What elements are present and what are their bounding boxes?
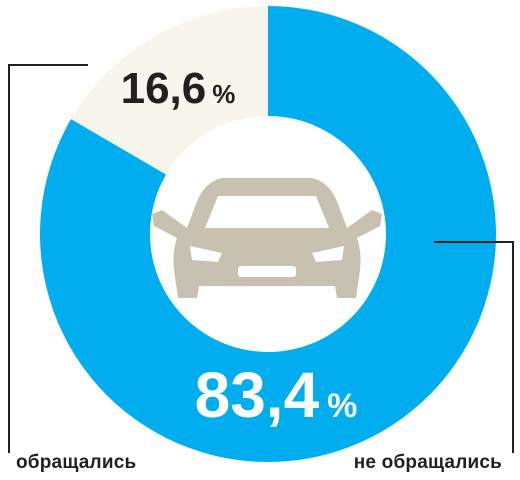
- legend-label-ne-obrashchalis: не обращались: [353, 452, 502, 473]
- car-headlight-right: [312, 246, 344, 262]
- car-body: [152, 178, 382, 298]
- value-number-small: 16,6: [121, 64, 207, 113]
- donut-slices: [40, 6, 497, 463]
- leader-line-right: [434, 241, 514, 453]
- value-unit-small: %: [212, 79, 235, 109]
- donut-slice-ne-obrashchalis: [40, 6, 497, 463]
- donut-slice-obrashchalis: [71, 6, 269, 175]
- car-headlight-left: [190, 246, 222, 262]
- value-number-big: 83,4: [195, 359, 320, 431]
- leader-line-left: [8, 64, 88, 453]
- value-label-obrashchalis: 16,6%: [121, 64, 236, 113]
- car-grille: [238, 266, 296, 277]
- value-label-ne-obrashchalis: 83,4%: [195, 359, 358, 431]
- car-windshield: [205, 196, 329, 228]
- car-front-icon: [152, 178, 382, 298]
- legend-label-obrashchalis: обращались: [16, 452, 137, 473]
- value-unit-big: %: [327, 387, 357, 425]
